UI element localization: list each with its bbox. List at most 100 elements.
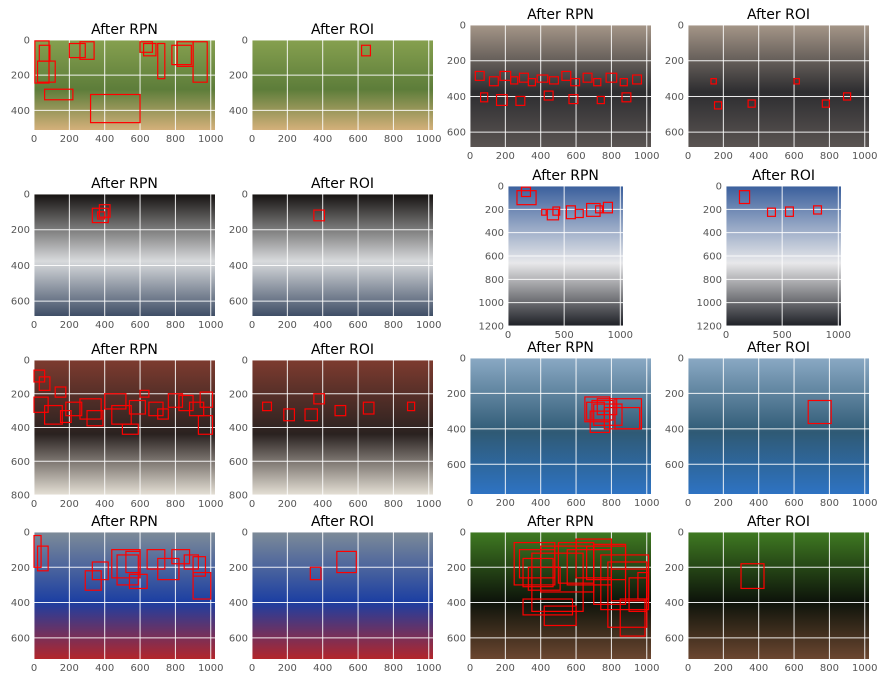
photo-area <box>688 25 869 147</box>
y-tick-label: 400 <box>11 106 30 117</box>
subplot-0: After RPN 0 200 400 600 800 1000 0 200 400 <box>11 22 224 145</box>
y-tick-label: 0 <box>678 354 684 365</box>
y-tick-label: 400 <box>447 424 466 435</box>
x-tick-label: 0 <box>685 151 691 162</box>
y-tick-label: 0 <box>678 21 684 32</box>
detection-box <box>582 72 593 83</box>
detection-box <box>84 570 102 591</box>
detection-box <box>531 552 584 612</box>
detection-box <box>589 410 611 433</box>
y-tick-label: 200 <box>229 389 248 400</box>
detection-box <box>522 598 574 616</box>
x-tick-label: 400 <box>313 663 332 674</box>
subplot-10: After RPN 0 200 400 600 800 1000 0 200 400 600 <box>447 340 660 509</box>
x-tick-label: 400 <box>749 498 768 509</box>
detection-box <box>570 77 581 87</box>
x-tick-label: 0 <box>249 134 255 145</box>
detection-box <box>495 94 508 106</box>
subplot-11: After ROI 0 200 400 600 800 1000 0 200 400 600 <box>665 340 878 509</box>
x-tick-label: 500 <box>773 330 792 341</box>
detection-box <box>593 403 623 426</box>
x-tick-label: 400 <box>95 134 114 145</box>
detection-box <box>334 404 347 417</box>
detection-box <box>520 186 532 198</box>
x-tick-label: 1000 <box>198 499 223 510</box>
photo-area <box>252 40 433 130</box>
y-tick-label: 600 <box>11 457 30 468</box>
y-tick-label: 600 <box>229 457 248 468</box>
y-tick-label: 0 <box>242 36 248 47</box>
detection-box <box>79 398 102 420</box>
y-tick-label: 600 <box>229 297 248 308</box>
subplot-title: After RPN <box>91 22 158 38</box>
x-tick-label: 200 <box>278 663 297 674</box>
y-tick-label: 1200 <box>697 322 722 333</box>
y-tick-label: 0 <box>678 528 684 539</box>
detection-box <box>593 543 627 605</box>
detection-box <box>515 95 526 106</box>
x-tick-label: 200 <box>278 320 297 331</box>
x-tick-label: 200 <box>714 498 733 509</box>
y-tick-label: 600 <box>11 633 30 644</box>
x-tick-label: 600 <box>131 499 150 510</box>
detection-box <box>766 207 777 217</box>
photo-area <box>252 194 433 316</box>
detection-box <box>362 401 375 415</box>
y-tick-label: 1000 <box>697 298 722 309</box>
subplot-title: After ROI <box>752 168 815 184</box>
detection-box <box>747 99 756 108</box>
x-tick-label: 800 <box>166 320 185 331</box>
photo-area <box>34 194 215 316</box>
x-tick-label: 0 <box>467 498 473 509</box>
detection-box <box>552 206 561 216</box>
detection-box <box>632 74 643 85</box>
subplot-title: After ROI <box>747 514 810 530</box>
subplot-title: After ROI <box>747 7 810 23</box>
y-tick-label: 600 <box>485 252 504 263</box>
y-tick-label: 0 <box>460 528 466 539</box>
detection-box <box>619 77 628 87</box>
y-tick-label: 400 <box>229 261 248 272</box>
x-tick-label: 400 <box>531 663 550 674</box>
detection-box <box>621 92 632 103</box>
detection-box <box>568 94 579 105</box>
x-tick-label: 600 <box>567 151 586 162</box>
detection-box <box>574 208 584 219</box>
detection-box <box>594 205 603 214</box>
x-tick-label: 800 <box>820 663 839 674</box>
detection-box <box>619 598 646 637</box>
y-tick-label: 200 <box>229 71 248 82</box>
photo-area <box>688 358 869 494</box>
y-tick-label: 0 <box>24 36 30 47</box>
subplot-title: After RPN <box>91 342 158 358</box>
detection-box <box>474 70 485 81</box>
x-tick-label: 0 <box>723 330 729 341</box>
detection-box <box>713 101 723 110</box>
detection-box <box>586 202 601 217</box>
x-tick-label: 400 <box>313 134 332 145</box>
y-tick-label: 600 <box>447 460 466 471</box>
y-tick-label: 200 <box>447 56 466 67</box>
x-tick-label: 1000 <box>634 498 659 509</box>
detection-box <box>807 399 832 425</box>
detection-box <box>605 72 618 83</box>
detection-box <box>561 70 572 81</box>
x-tick-label: 0 <box>467 663 473 674</box>
x-tick-label: 200 <box>496 663 515 674</box>
detection-box <box>262 401 273 412</box>
detection-box <box>192 556 207 577</box>
subplot-title: After RPN <box>527 514 594 530</box>
detection-box <box>602 201 614 214</box>
x-tick-label: 200 <box>60 499 79 510</box>
y-tick-label: 200 <box>11 563 30 574</box>
y-tick-label: 400 <box>485 228 504 239</box>
x-tick-label: 1000 <box>416 663 441 674</box>
x-tick-label: 0 <box>685 663 691 674</box>
subplot-14: After RPN 0 200 400 600 800 1000 0 200 400 600 <box>447 514 660 674</box>
detection-box <box>593 77 602 87</box>
detection-box <box>614 398 643 430</box>
y-tick-label: 200 <box>11 225 30 236</box>
subplot-9: After ROI 0 200 400 600 800 1000 0 200 400 600 800 <box>229 342 442 510</box>
x-tick-label: 0 <box>31 499 37 510</box>
y-tick-label: 600 <box>703 252 722 263</box>
